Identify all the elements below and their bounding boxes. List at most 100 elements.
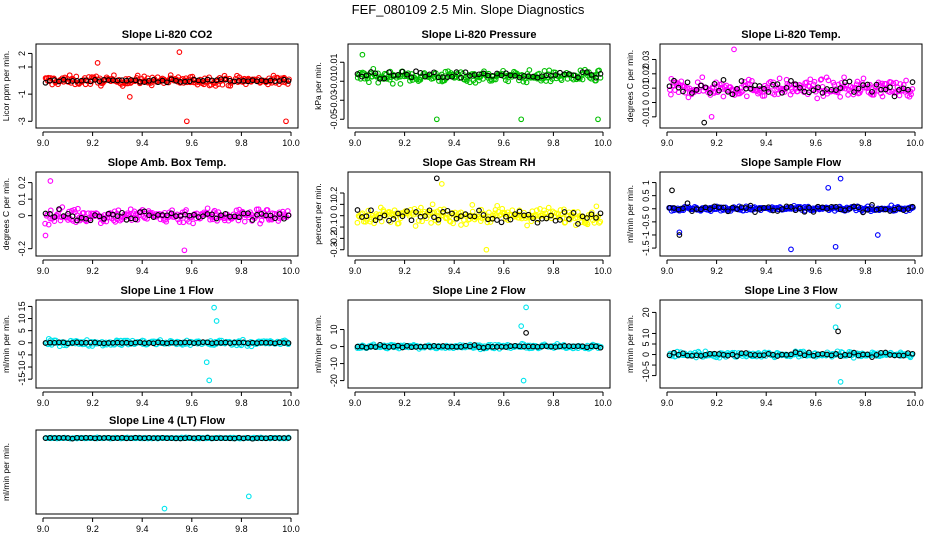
data-point xyxy=(114,213,121,219)
x-tick-label: 9.8 xyxy=(547,266,560,276)
data-point xyxy=(74,217,80,224)
data-point xyxy=(354,219,361,226)
data-point xyxy=(429,201,436,208)
data-point xyxy=(584,221,591,228)
data-point xyxy=(897,81,904,87)
x-tick-label: 9.4 xyxy=(136,398,149,408)
data-point xyxy=(597,344,604,351)
data-point xyxy=(191,211,197,218)
y-axis-label: kPa per min. xyxy=(313,62,323,110)
data-point xyxy=(535,216,542,223)
x-tick-label: 9.8 xyxy=(235,524,248,534)
y-tick-label: 0 xyxy=(641,100,651,105)
panel-8: Slope Line 2 Flow 9.0 9.2 9.4 9.6 9.8 10.0 -20 -… xyxy=(313,285,612,408)
data-point xyxy=(45,221,52,228)
panel-title: Slope Li-820 CO2 xyxy=(122,29,212,41)
outlier-point xyxy=(835,303,841,309)
data-point xyxy=(476,207,482,214)
data-point xyxy=(774,208,781,214)
y-tick-label: 0 xyxy=(17,213,27,218)
y-tick-label: 10 xyxy=(641,328,651,338)
outlier-point xyxy=(676,229,683,236)
data-point xyxy=(499,205,506,212)
data-point xyxy=(65,210,71,217)
data-point xyxy=(771,91,778,98)
data-point xyxy=(833,87,839,93)
figure-title: FEF_080109 2.5 Min. Slope Diagnostics xyxy=(352,2,585,17)
panel-2: Slope Li-820 Pressure 9.0 9.2 9.4 9.6 9.8 10.0… xyxy=(313,29,612,148)
y-tick-label: 1 xyxy=(641,180,651,185)
y-tick-label: -0.2 xyxy=(17,241,27,257)
y-tick-label: -0.03 xyxy=(329,90,339,111)
data-point xyxy=(864,81,871,88)
x-tick-label: 9.8 xyxy=(859,138,872,148)
data-point xyxy=(712,88,719,95)
data-point xyxy=(725,88,731,95)
data-point xyxy=(579,76,586,83)
data-point xyxy=(471,213,478,220)
data-point xyxy=(909,79,916,85)
data-point xyxy=(408,74,415,81)
x-tick-label: 9.8 xyxy=(235,138,248,148)
panel-title: Slope Amb. Box Temp. xyxy=(108,157,227,169)
data-point xyxy=(900,82,907,88)
plot-frame xyxy=(347,299,611,389)
data-point xyxy=(526,67,533,73)
data-point xyxy=(489,72,496,79)
data-point xyxy=(381,75,388,82)
data-point xyxy=(846,78,853,85)
outlier-point xyxy=(203,359,210,366)
data-point xyxy=(285,435,292,441)
data-point xyxy=(285,212,292,219)
outlier-point xyxy=(595,116,601,123)
data-point xyxy=(869,202,875,208)
data-point xyxy=(825,77,832,84)
y-tick-label: 2 xyxy=(17,51,27,56)
data-point xyxy=(855,204,862,211)
data-point xyxy=(449,210,455,217)
outlier-point xyxy=(183,118,190,125)
x-tick-label: 10.0 xyxy=(594,138,612,148)
y-tick-label: -20 xyxy=(329,374,339,387)
data-point xyxy=(462,69,469,76)
data-point xyxy=(871,87,878,94)
y-tick-label: 0.5 xyxy=(641,189,651,202)
panel-6: Slope Sample Flow 9.0 9.2 9.4 9.6 9.8 10.0 -1.5… xyxy=(625,157,924,276)
x-tick-label: 9.4 xyxy=(760,266,773,276)
data-point xyxy=(418,204,424,211)
y-tick-label: -0.01 xyxy=(329,71,339,92)
x-tick-label: 9.4 xyxy=(136,524,149,534)
data-point xyxy=(492,76,499,83)
panel-10: Slope Line 4 (LT) Flow 9.0 9.2 9.4 9.6 9.8 10.… xyxy=(1,415,300,534)
data-point xyxy=(56,206,62,212)
data-point xyxy=(115,207,122,214)
data-point xyxy=(187,79,194,86)
outlier-point xyxy=(211,304,217,311)
x-tick-label: 9.8 xyxy=(547,138,560,148)
y-tick-label: 0.01 xyxy=(329,53,339,71)
data-point xyxy=(807,76,814,83)
data-point xyxy=(190,220,196,227)
y-tick-label: -5 xyxy=(17,351,27,359)
data-point xyxy=(729,91,736,98)
data-point xyxy=(221,217,228,224)
data-point xyxy=(593,77,599,84)
y-axis-label: ml/min per min. xyxy=(313,315,323,373)
data-point xyxy=(806,89,812,96)
data-point xyxy=(593,74,599,81)
data-point xyxy=(851,89,857,95)
data-point xyxy=(562,219,569,226)
outlier-point xyxy=(518,116,525,123)
y-tick-label: -1 xyxy=(17,90,27,98)
panel-title: Slope Line 3 Flow xyxy=(745,285,838,297)
plot-frame xyxy=(35,43,299,129)
panel-title: Slope Gas Stream RH xyxy=(422,157,535,169)
y-tick-label: 0.1 xyxy=(329,198,339,211)
data-point xyxy=(860,209,866,216)
data-point xyxy=(797,84,803,91)
data-point xyxy=(119,209,125,216)
plot-frame xyxy=(35,429,299,515)
data-point xyxy=(584,69,590,75)
x-tick-label: 9.0 xyxy=(661,266,674,276)
y-tick-label: -0.3 xyxy=(329,242,339,258)
